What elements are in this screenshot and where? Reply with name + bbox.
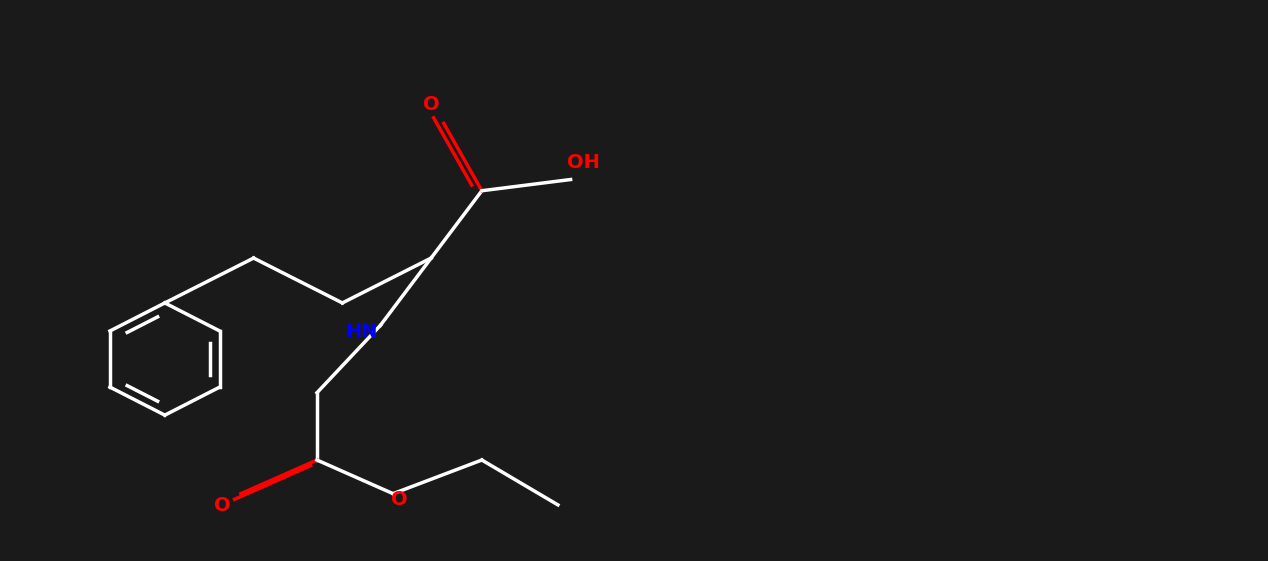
Text: O: O bbox=[422, 95, 440, 114]
Text: HN: HN bbox=[345, 321, 378, 341]
Text: O: O bbox=[391, 490, 408, 509]
Text: O: O bbox=[213, 495, 231, 514]
Text: OH: OH bbox=[567, 153, 600, 172]
